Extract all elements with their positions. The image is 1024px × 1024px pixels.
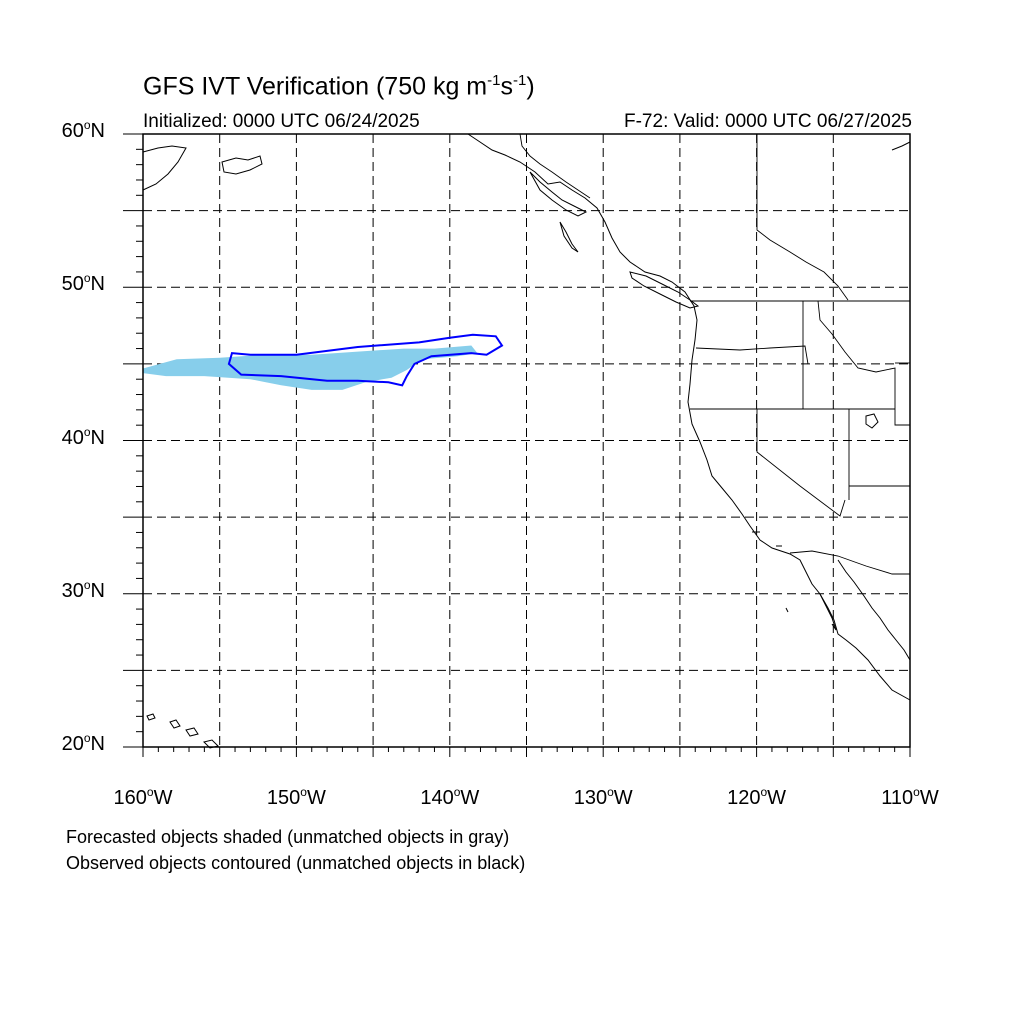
lon-label-120: 120oW: [727, 785, 787, 809]
degree-symbol: o: [300, 785, 307, 799]
observed-object: [227, 333, 504, 387]
montana-idaho-border: [817, 300, 910, 426]
us-mexico-border: [789, 550, 910, 575]
degree-symbol: o: [453, 785, 461, 799]
degree-symbol: o: [83, 577, 91, 592]
hawaii-maui: [185, 727, 199, 737]
nw-corner-coast: [891, 141, 911, 151]
degree-symbol: o: [83, 118, 91, 132]
axis-ticks: [123, 133, 911, 757]
graticule: [143, 134, 910, 747]
forecast-object: [143, 345, 478, 390]
hawaii-kauai: [146, 713, 156, 721]
baja-peninsula: [819, 593, 837, 631]
california-nevada-border: [756, 409, 846, 517]
hawaii-oahu: [169, 719, 181, 729]
degree-symbol: o: [760, 785, 768, 799]
lon-label-150: 150oW: [266, 785, 326, 809]
valid-time-label: F-72: Valid: 0000 UTC 06/27/2025: [624, 111, 912, 132]
lat-label-40: 40oN: [61, 424, 105, 449]
legend-forecast-note: Forecasted objects shaded (unmatched obj…: [66, 827, 510, 847]
se-alaska-islands: [529, 171, 588, 217]
lon-label-160: 160oW: [113, 785, 173, 809]
legend-observed-note: Observed objects contoured (unmatched ob…: [66, 853, 526, 873]
political-borders: [519, 133, 910, 575]
lat-label-20: 20oN: [61, 731, 105, 755]
west-coast-line: [467, 133, 911, 701]
hawaii-big-island: [203, 739, 219, 749]
lat-label-60: 60oN: [61, 118, 105, 142]
degree-symbol: o: [83, 424, 91, 439]
great-salt-lake: [865, 413, 879, 429]
initialized-label: Initialized: 0000 UTC 06/24/2025: [143, 111, 420, 132]
lon-label-110: 110oW: [881, 785, 939, 809]
map-title: GFS IVT Verification (750 kg m-1s-1): [143, 72, 535, 101]
degree-symbol: o: [146, 785, 154, 799]
canada-interior-line: [756, 134, 849, 301]
kodiak-island: [221, 155, 263, 175]
lat-label-30: 30oN: [61, 577, 105, 602]
degree-symbol: o: [913, 785, 920, 799]
baja-gulf-line: [837, 559, 911, 661]
lon-label-140: 140oW: [420, 785, 480, 809]
alaska-canada-border: [519, 133, 591, 199]
haida-gwaii: [559, 221, 579, 253]
degree-symbol: o: [607, 785, 614, 799]
washington-oregon-border: [695, 345, 809, 365]
coastline: [142, 133, 911, 749]
vancouver-island: [629, 271, 700, 309]
channel-islands: [752, 531, 789, 613]
lon-label-130: 130oW: [573, 785, 633, 809]
degree-symbol: o: [83, 731, 91, 745]
alaska-peninsula: [142, 145, 187, 191]
degree-symbol: o: [83, 271, 91, 286]
lat-label-50: 50oN: [61, 271, 105, 296]
